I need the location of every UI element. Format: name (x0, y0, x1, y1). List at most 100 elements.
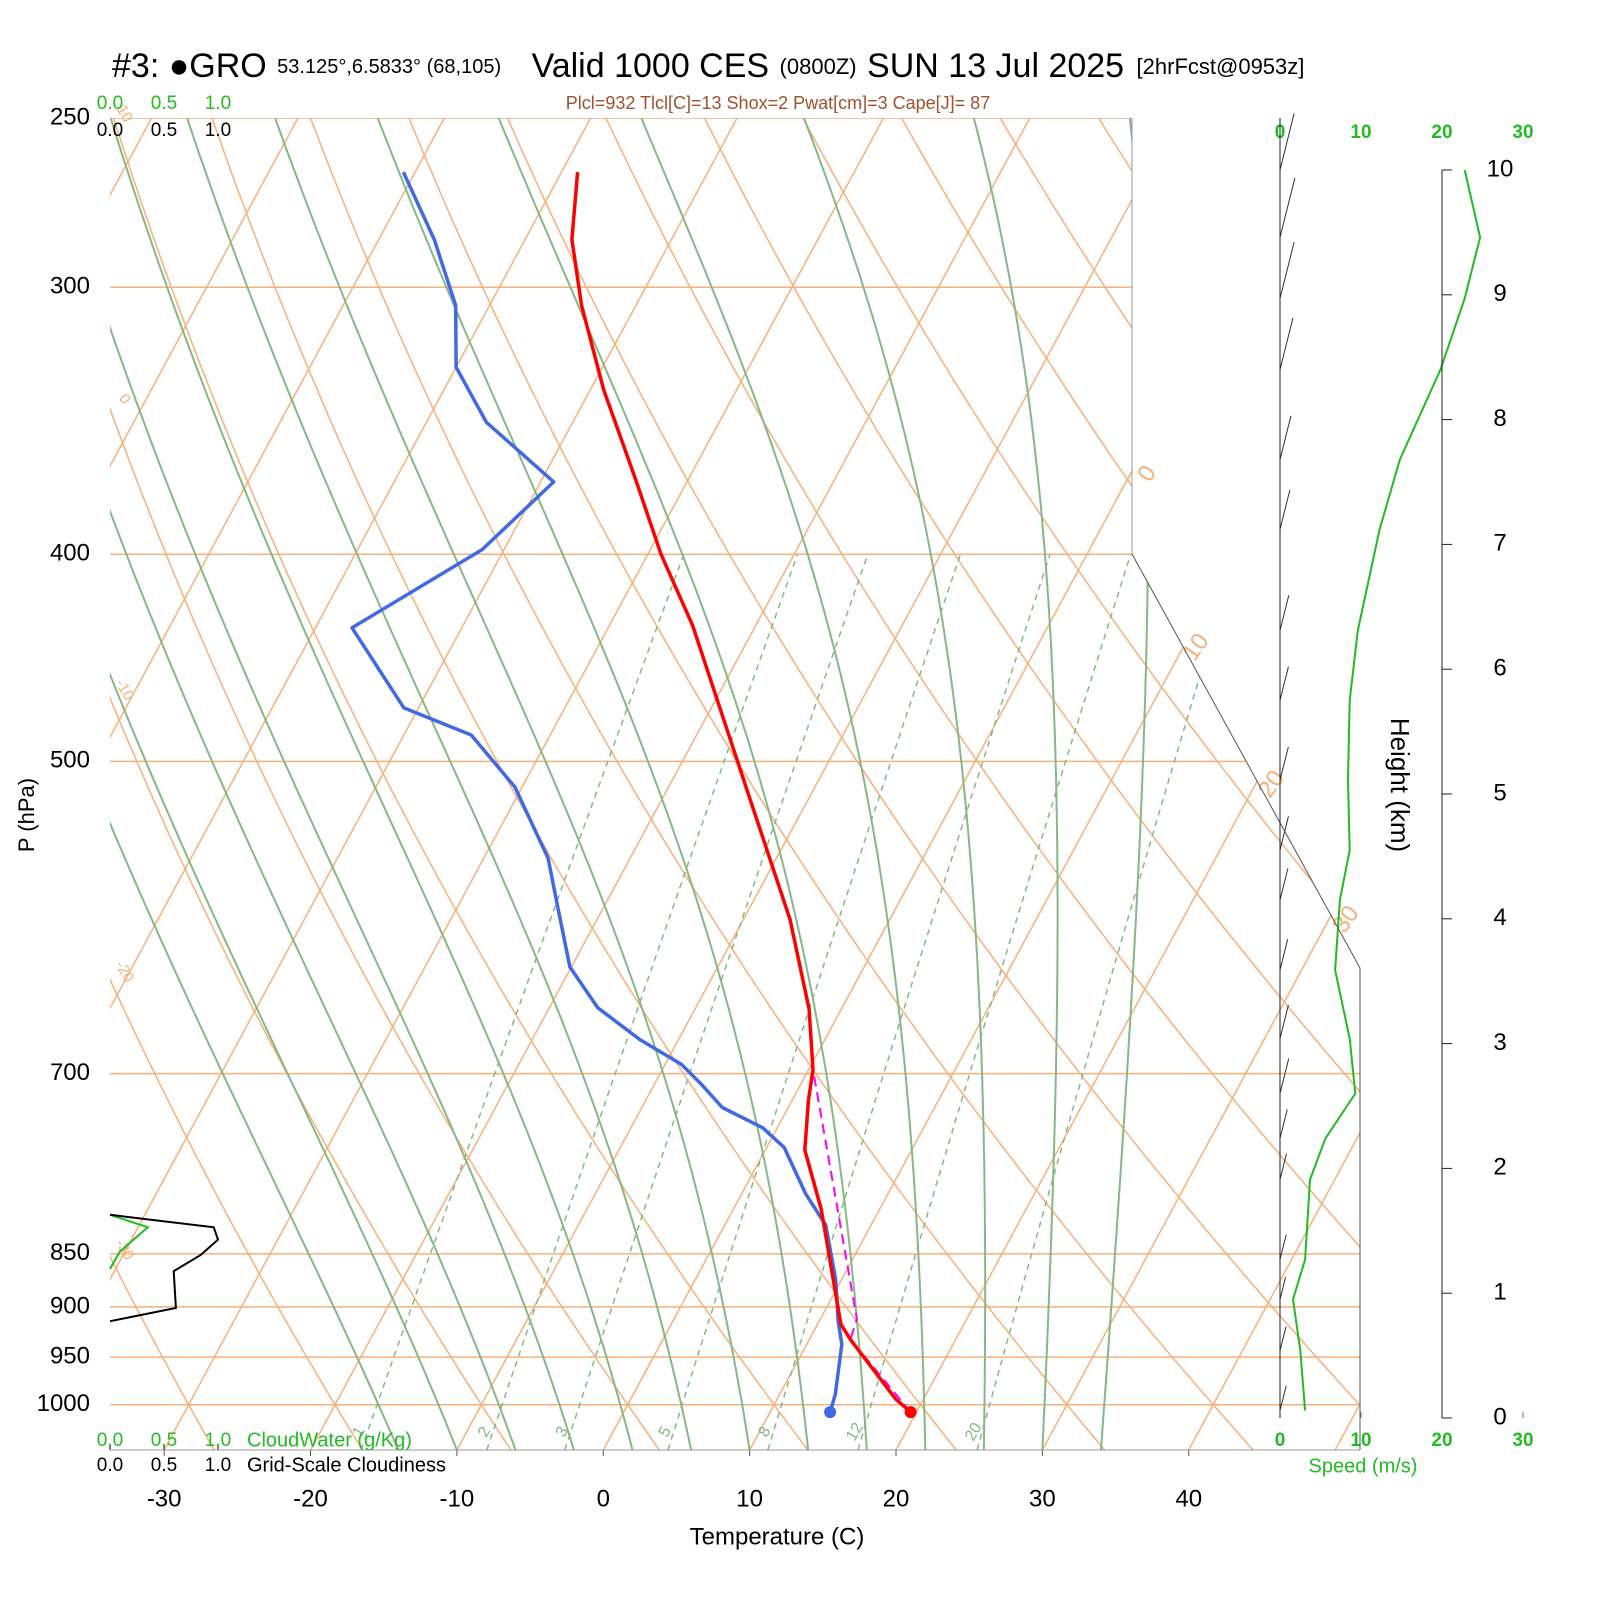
title-station: #3: ●GRO (112, 47, 267, 85)
mixing-ratio-line (667, 553, 962, 1450)
dry-adiabat (802, 118, 1360, 1450)
cloudiness-tick-label: 0.5 (151, 120, 177, 141)
mixing-ratio-line (976, 553, 1238, 1450)
speed-tick-label: 30 (1512, 122, 1533, 143)
cloud_water-tick-label: 1.0 (205, 93, 231, 114)
subtitle: Plcl=932 Tlcl[C]=13 Shox=2 Pwat[cm]=3 Ca… (566, 93, 990, 113)
moist-adiabat (110, 118, 575, 1450)
dry-adiabat-label: -20 (112, 958, 138, 985)
speed-tick-label: 10 (1350, 122, 1371, 143)
dry-adiabat-label: 0 (115, 391, 134, 407)
dry-adiabat (1097, 118, 1360, 1450)
cloudiness-tick-label: 0.0 (97, 120, 123, 141)
speed-tick-label: 20 (1431, 122, 1452, 143)
chart-title: #3: ●GRO 53.125°,6.5833° (68,105) Valid … (112, 47, 1304, 85)
isotherm (1188, 118, 1360, 1450)
moist-adiabat (110, 118, 400, 1450)
y-tick-label: 400 (50, 540, 90, 567)
title-coords: 53.125°,6.5833° (68,105) (277, 56, 501, 78)
wind-barb (1279, 1234, 1287, 1260)
y-axis-label: P (hPa) (14, 778, 39, 852)
dewpoint-line (350, 171, 844, 1413)
dry-adiabat-label: -10 (112, 676, 138, 703)
mixing-ratio-line (486, 553, 799, 1450)
parcel-line (812, 1069, 912, 1413)
dry-adiabat (1294, 118, 1360, 1450)
height-tick-label: 6 (1493, 655, 1506, 682)
isotherm (895, 118, 1360, 1450)
y-tick-label: 300 (50, 273, 90, 300)
y-tick-label: 950 (50, 1342, 90, 1369)
wind-barb (1279, 489, 1291, 530)
wind-barb (1279, 595, 1290, 631)
moist-adiabat (110, 118, 458, 1450)
isotherm (110, 118, 738, 1450)
title-utc: (0800Z) (780, 54, 857, 79)
height-axis-label: Height (km) (1385, 718, 1415, 852)
x-tick-label: 30 (1029, 1485, 1056, 1512)
speed-tick-label: 0 (1275, 1430, 1286, 1451)
dry-adiabat (999, 118, 1360, 1450)
height-tick-label: 5 (1493, 779, 1506, 806)
cloudiness-tick-label: 0.5 (151, 1455, 177, 1476)
wind-barb (1279, 1385, 1287, 1411)
wind-barb (1279, 1153, 1287, 1180)
cloudiness-line (109, 1213, 220, 1323)
moist-adiabat (497, 118, 868, 1450)
dry-adiabat (1493, 118, 1600, 1450)
wind-barb (1279, 868, 1289, 901)
isotherm (748, 118, 1360, 1450)
wind-barb (1279, 241, 1295, 299)
isotherm-label: 0 (1132, 460, 1162, 486)
wind-barb (1279, 816, 1289, 851)
dry-adiabat (309, 118, 1106, 1450)
y-tick-label: 250 (50, 103, 90, 130)
moist-adiabat (110, 118, 634, 1450)
moist-adiabat (972, 118, 1059, 1450)
cloudiness-tick-label: 1.0 (205, 120, 231, 141)
cloud_water-tick-label: 1.0 (205, 1430, 231, 1451)
dry-adiabat (703, 118, 1360, 1450)
cloud_water-line (109, 1213, 150, 1270)
height-tick-label: 8 (1493, 405, 1506, 432)
wind-barb (1279, 1326, 1287, 1351)
cloud-water-label: CloudWater (g/Kg) (247, 1429, 412, 1451)
isotherm (163, 118, 885, 1450)
wind-barb (1279, 177, 1296, 238)
temperature-line (570, 171, 912, 1414)
speed-axis-label: Speed (m/s) (1309, 1455, 1418, 1477)
height-tick-label: 2 (1493, 1154, 1506, 1181)
cloudiness-label: Grid-Scale Cloudiness (247, 1454, 446, 1476)
wind-barb (1279, 1058, 1290, 1094)
temperature-surface (904, 1406, 917, 1419)
moist-adiabat (376, 118, 810, 1450)
speed-tick-label: 10 (1350, 1430, 1371, 1451)
wind-barb (1279, 317, 1294, 370)
wind-barb (1279, 666, 1289, 701)
dry-adiabat-label: 10 (113, 102, 136, 125)
title-forecast: [2hrFcst@0953z] (1137, 54, 1305, 79)
cloud_water-tick-label: 0.0 (97, 1430, 123, 1451)
dry-adiabat (110, 118, 215, 1450)
speed-tick-label: 30 (1512, 1430, 1533, 1451)
dewpoint-surface (824, 1406, 837, 1419)
x-tick-label: 20 (883, 1485, 910, 1512)
isotherm (1041, 118, 1360, 1450)
cloud_water-tick-label: 0.5 (151, 93, 177, 114)
wind-barb (1279, 1109, 1288, 1139)
wind-speed-line (1291, 169, 1482, 1411)
moist-adiabat (803, 118, 987, 1450)
isotherm (1334, 118, 1360, 1450)
dry-adiabat (211, 118, 957, 1450)
moist-adiabat (640, 118, 927, 1450)
isotherm (110, 118, 592, 1450)
cloud_water-tick-label: 0.5 (151, 1430, 177, 1451)
y-tick-label: 850 (50, 1239, 90, 1266)
dry-adiabat (110, 118, 661, 1450)
wind-barb (1279, 113, 1295, 171)
wind-barb (1279, 746, 1289, 781)
dry-adiabat (506, 118, 1360, 1450)
height-tick-label: 4 (1493, 904, 1506, 931)
